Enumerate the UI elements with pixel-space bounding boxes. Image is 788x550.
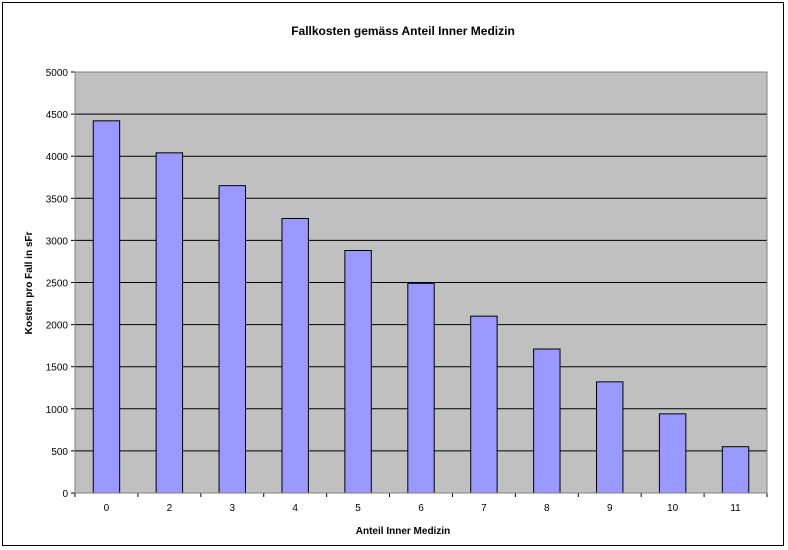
- x-tick-labels: 0 2 3 4 5 6 7 8 9 10 11: [104, 503, 741, 514]
- y-tick-labels: 0 500 1000 1500 2000 2500 3000 3500 4000 4500 5000: [46, 68, 69, 500]
- axes: [71, 71, 768, 497]
- y-tick-label: 4500: [46, 110, 69, 121]
- bar: [218, 185, 246, 494]
- x-tick-label: 7: [481, 503, 487, 514]
- x-tick-label: 6: [418, 503, 424, 514]
- x-tick-label: 4: [292, 503, 298, 514]
- bar: [407, 282, 435, 494]
- bars: [92, 120, 750, 494]
- plot-border: [74, 71, 768, 494]
- x-tick-label: 9: [607, 503, 613, 514]
- y-tick-label: 5000: [46, 68, 69, 79]
- x-tick-label: 8: [544, 503, 550, 514]
- y-tick-label: 4000: [46, 152, 69, 163]
- y-tick-label: 3000: [46, 236, 69, 247]
- bar: [721, 446, 750, 494]
- y-tick-label: 3500: [46, 194, 69, 205]
- y-tick-label: 2500: [46, 279, 69, 290]
- y-tick-label: 1000: [46, 405, 69, 416]
- y-axis-label: Kosten pro Fall in sFr: [24, 232, 35, 335]
- x-tick-label: 2: [167, 503, 173, 514]
- x-tick-label: 10: [667, 503, 679, 514]
- bar: [533, 348, 561, 494]
- x-tick-label: 3: [229, 503, 235, 514]
- x-tick-label: 0: [104, 503, 110, 514]
- x-tick-label: 5: [355, 503, 361, 514]
- bar: [92, 120, 121, 494]
- y-tick-label: 2000: [46, 321, 69, 332]
- x-axis-label: Anteil Inner Medizin: [356, 526, 450, 537]
- y-tick-label: 0: [62, 489, 68, 500]
- chart-title: Fallkosten gemäss Anteil Inner Medizin: [291, 24, 515, 38]
- bar: [281, 218, 309, 494]
- x-tick-label: 11: [730, 503, 741, 514]
- bar: [344, 250, 372, 494]
- y-tick-label: 500: [51, 447, 68, 458]
- bar: [155, 152, 184, 494]
- bar: [658, 413, 687, 494]
- bar: [470, 315, 498, 494]
- y-tick-label: 1500: [46, 363, 69, 374]
- bar: [596, 381, 624, 494]
